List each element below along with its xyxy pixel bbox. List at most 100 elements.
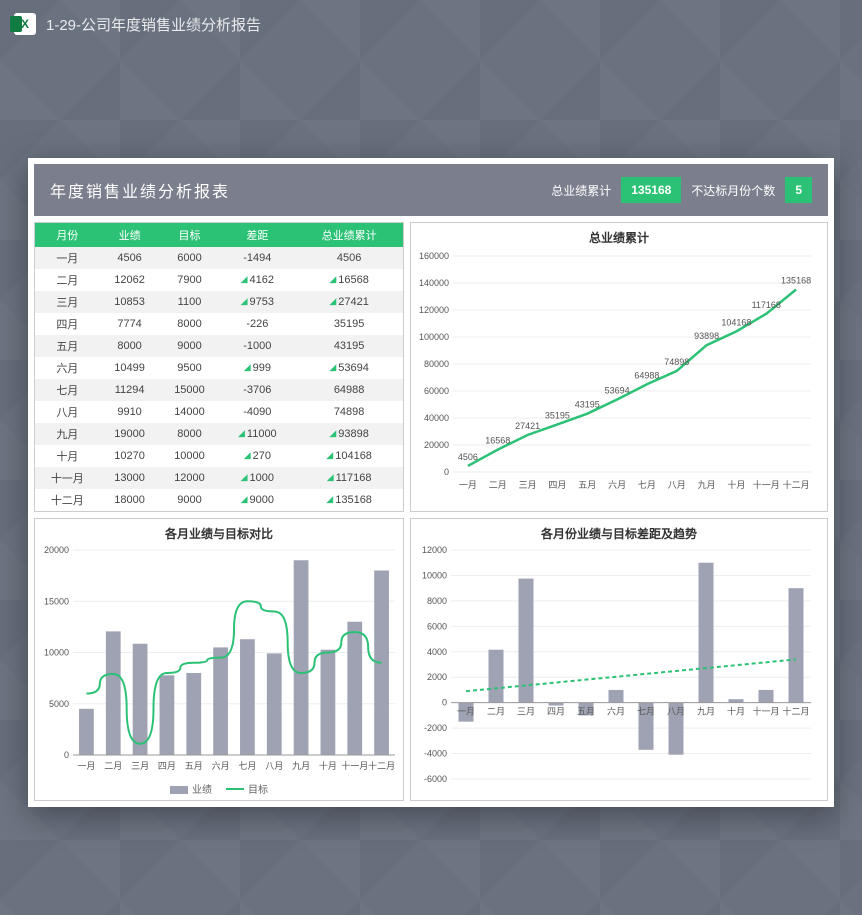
svg-text:35195: 35195 [545,410,570,420]
sales-table: 月份业绩目标差距总业绩累计 一月45066000-14944506二月12062… [35,223,403,511]
svg-text:四月: 四月 [547,707,565,717]
svg-text:93898: 93898 [694,331,719,341]
svg-text:一月: 一月 [77,761,95,771]
gap-chart: 各月份业绩与目标差距及趋势 -6000 -4000 -2000 0 2000 4000 60… [410,518,828,801]
svg-text:一月: 一月 [459,480,477,490]
table-header: 差距 [219,223,295,247]
table-row: 七月1129415000-370664988 [35,379,403,401]
svg-text:二月: 二月 [489,480,507,490]
compare-chart: 各月业绩与目标对比 05000100001500020000一月二月三月四月五月… [34,518,404,801]
svg-text:九月: 九月 [292,761,310,771]
svg-text:20000: 20000 [44,545,69,555]
svg-text:十月: 十月 [727,706,745,717]
svg-text:七月: 七月 [637,707,655,717]
data-table-panel: 月份业绩目标差距总业绩累计 一月45066000-14944506二月12062… [34,222,404,512]
table-row: 四月77748000-22635195 [35,313,403,335]
svg-text:4000: 4000 [427,647,447,657]
table-row: 二月120627900◢4162◢16568 [35,269,403,291]
svg-text:-4000: -4000 [424,749,447,759]
svg-text:16568: 16568 [485,436,510,446]
svg-text:53694: 53694 [605,386,630,396]
chart-title: 各月业绩与目标对比 [35,519,403,544]
svg-text:十月: 十月 [319,760,337,771]
table-row: 五月80009000-100043195 [35,335,403,357]
svg-text:4506: 4506 [458,452,478,462]
svg-text:15000: 15000 [44,596,69,606]
svg-text:九月: 九月 [698,480,716,490]
svg-text:5000: 5000 [49,699,69,709]
svg-text:八月: 八月 [265,761,283,771]
svg-text:四月: 四月 [548,480,566,490]
svg-text:九月: 九月 [697,707,715,717]
legend: 业绩 目标 [35,779,403,800]
svg-text:100000: 100000 [419,332,449,342]
svg-text:8000: 8000 [427,596,447,606]
svg-text:七月: 七月 [638,480,656,490]
svg-text:6000: 6000 [427,621,447,631]
svg-text:2000: 2000 [427,672,447,682]
svg-text:120000: 120000 [419,305,449,315]
svg-text:80000: 80000 [424,359,449,369]
svg-text:104168: 104168 [721,317,751,327]
svg-text:六月: 六月 [608,479,626,490]
kpi-miss-value: 5 [785,177,812,203]
svg-text:八月: 八月 [667,707,685,717]
table-row: 八月991014000-409074898 [35,401,403,423]
svg-text:二月: 二月 [104,761,122,771]
worksheet: 年度销售业绩分析报表 总业绩累计 135168 不达标月份个数 5 月份业绩目标… [28,158,834,807]
table-header: 总业绩累计 [295,223,403,247]
kpi-miss-label: 不达标月份个数 [681,182,785,199]
table-row: 三月108531100◢9753◢27421 [35,291,403,313]
kpi-total-value: 135168 [621,177,681,203]
svg-text:十二月: 十二月 [368,760,395,771]
svg-text:十一月: 十一月 [752,706,779,717]
excel-icon [14,13,36,35]
svg-text:160000: 160000 [419,251,449,261]
svg-text:十二月: 十二月 [782,706,809,717]
svg-text:三月: 三月 [131,761,149,771]
table-row: 九月190008000◢11000◢93898 [35,423,403,445]
cumulative-chart: 总业绩累计 0200004000060000800001000001200001… [410,222,828,512]
svg-text:74898: 74898 [664,357,689,367]
report-header: 年度销售业绩分析报表 总业绩累计 135168 不达标月份个数 5 [34,164,828,216]
svg-text:-2000: -2000 [424,723,447,733]
svg-text:43195: 43195 [575,400,600,410]
svg-text:20000: 20000 [424,440,449,450]
svg-text:140000: 140000 [419,278,449,288]
svg-text:117168: 117168 [752,300,781,310]
svg-text:八月: 八月 [668,480,686,490]
table-row: 十二月180009000◢9000◢135168 [35,489,403,511]
svg-text:40000: 40000 [424,413,449,423]
svg-text:十一月: 十一月 [753,479,780,490]
table-row: 六月104999500◢999◢53694 [35,357,403,379]
svg-text:五月: 五月 [577,707,595,717]
svg-text:六月: 六月 [607,706,625,717]
svg-text:三月: 三月 [517,707,535,717]
svg-text:四月: 四月 [158,761,176,771]
svg-text:12000: 12000 [422,545,447,555]
svg-text:64988: 64988 [634,370,659,380]
table-row: 十月1027010000◢270◢104168 [35,445,403,467]
table-row: 一月45066000-14944506 [35,247,403,269]
svg-text:135168: 135168 [781,276,811,286]
svg-text:一月: 一月 [457,707,475,717]
chart-title: 各月份业绩与目标差距及趋势 [411,519,827,544]
table-header: 月份 [35,223,100,247]
table-row: 十一月1300012000◢1000◢117168 [35,467,403,489]
svg-text:十二月: 十二月 [783,479,810,490]
svg-text:-6000: -6000 [424,774,447,784]
window-title: 1-29-公司年度销售业绩分析报告 [46,14,261,35]
svg-text:10000: 10000 [422,570,447,580]
svg-text:0: 0 [64,750,69,760]
svg-text:二月: 二月 [487,707,505,717]
kpi-group: 总业绩累计 135168 不达标月份个数 5 [541,177,812,203]
chart-title: 总业绩累计 [411,223,827,248]
svg-text:七月: 七月 [238,761,256,771]
svg-text:60000: 60000 [424,386,449,396]
svg-text:0: 0 [442,698,447,708]
svg-text:五月: 五月 [185,761,203,771]
window-titlebar: 1-29-公司年度销售业绩分析报告 [0,0,862,48]
kpi-total-label: 总业绩累计 [541,182,621,199]
svg-text:十一月: 十一月 [341,760,368,771]
svg-text:27421: 27421 [515,421,540,431]
